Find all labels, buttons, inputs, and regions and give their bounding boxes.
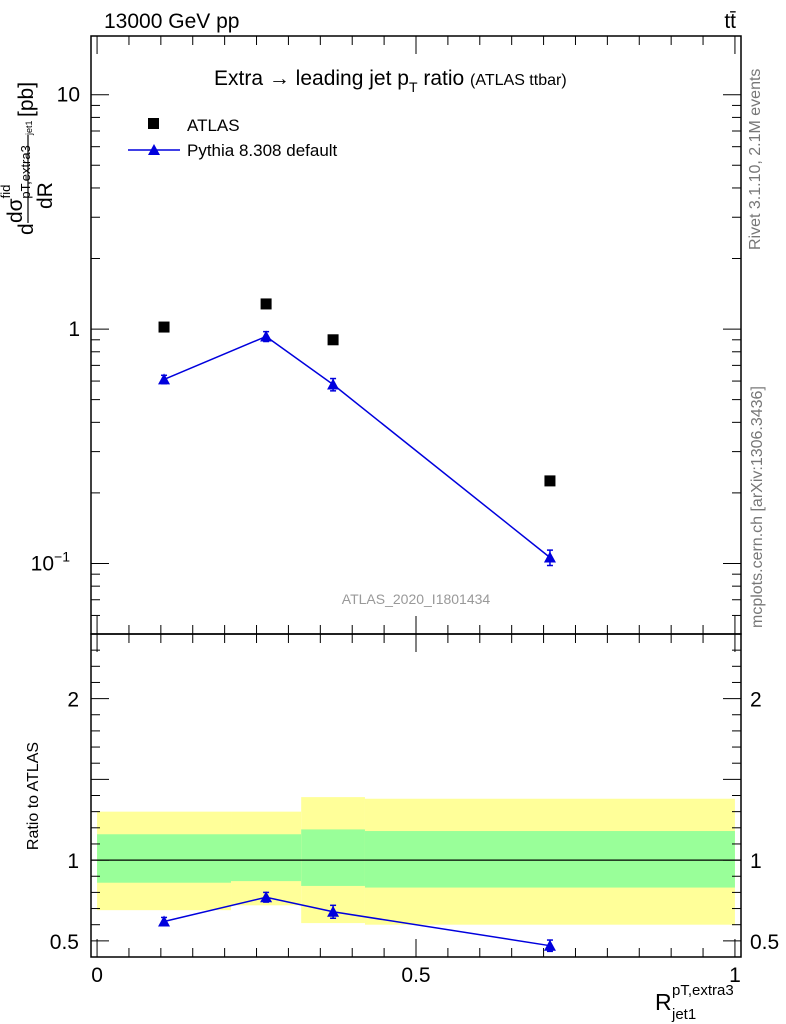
ylabel-denominator: dR xyxy=(34,182,57,209)
atlas-point-2 xyxy=(327,334,339,346)
legend-pythia-label: Pythia 8.308 default xyxy=(187,141,338,160)
ratio-ytick-label-right-1: 1 xyxy=(750,850,762,873)
rivet-label: Rivet 3.1.10, 2.1M events xyxy=(747,69,764,250)
mcplots-label: mcplots.cern.ch [arXiv:1306.3436] xyxy=(749,386,766,628)
header-right: tt̄ xyxy=(724,10,736,33)
ratio-ytick-label-right-2: 2 xyxy=(750,689,762,712)
ylabel-subscript: jet1 xyxy=(24,120,34,136)
ratio-pythia-line xyxy=(163,896,551,947)
atlas-point-3 xyxy=(544,475,556,487)
band-inner-0 xyxy=(97,834,232,883)
marks-layer xyxy=(128,118,556,953)
ratio-pythia-point-3 xyxy=(543,939,556,951)
band-inner-3 xyxy=(364,831,735,888)
main-ytick-label-1: 1 xyxy=(68,318,80,341)
ratio-pythia-point-1 xyxy=(260,891,273,903)
pythia-point-1 xyxy=(260,330,273,342)
legend-pythia-marker xyxy=(148,144,160,155)
header-left: 13000 GeV pp xyxy=(104,10,239,33)
axes-layer xyxy=(90,35,742,958)
ratio-ytick-label-left-2: 2 xyxy=(67,689,79,712)
pythia-point-2 xyxy=(327,378,340,390)
ratio-pythia-point-2 xyxy=(327,905,340,917)
ratio-ylabel: Ratio to ATLAS xyxy=(25,742,42,850)
background-layer xyxy=(91,797,741,925)
ratio-ytick-label-right-0: 0.5 xyxy=(750,931,779,954)
text-layer: 10 1 10−1 0.5 0.5 1 1 2 2 0 0.5 1 Extra → leading je… xyxy=(0,67,779,1023)
ratio-ytick-label-left-0: 0.5 xyxy=(50,931,79,954)
ylabel-d: d xyxy=(15,223,38,235)
band-inner-1 xyxy=(231,834,302,882)
atlas-point-1 xyxy=(260,298,272,310)
xlabel-main: R xyxy=(655,989,672,1015)
xtick-label-1: 0.5 xyxy=(401,964,430,987)
atlas-point-0 xyxy=(158,321,170,333)
main-ytick-label-0: 10 xyxy=(57,84,80,107)
analysis-watermark: ATLAS_2020_I1801434 xyxy=(342,591,491,607)
ratio-pythia-point-0 xyxy=(158,915,171,927)
chart-title: Extra → leading jet pT ratio (ATLAS ttba… xyxy=(214,67,567,95)
pythia-point-3 xyxy=(543,551,556,563)
xtick-label-2: 1 xyxy=(729,964,741,987)
pythia-line xyxy=(163,335,551,559)
legend-atlas-marker xyxy=(148,118,159,129)
xlabel-sup: pT,extra3 xyxy=(672,982,734,999)
xtick-label-0: 0 xyxy=(91,964,103,987)
ylabel-unit: [pb] xyxy=(15,82,38,117)
pythia-point-0 xyxy=(158,373,171,385)
ylabel-numerator: dσfid pT,extra3 xyxy=(0,145,33,223)
xlabel-sub: jet1 xyxy=(671,1006,696,1023)
ratio-ytick-label-left-1: 1 xyxy=(67,850,79,873)
legend-atlas-label: ATLAS xyxy=(187,116,240,135)
main-ytick-label-2: 10−1 xyxy=(31,548,71,575)
band-inner-2 xyxy=(301,829,365,886)
